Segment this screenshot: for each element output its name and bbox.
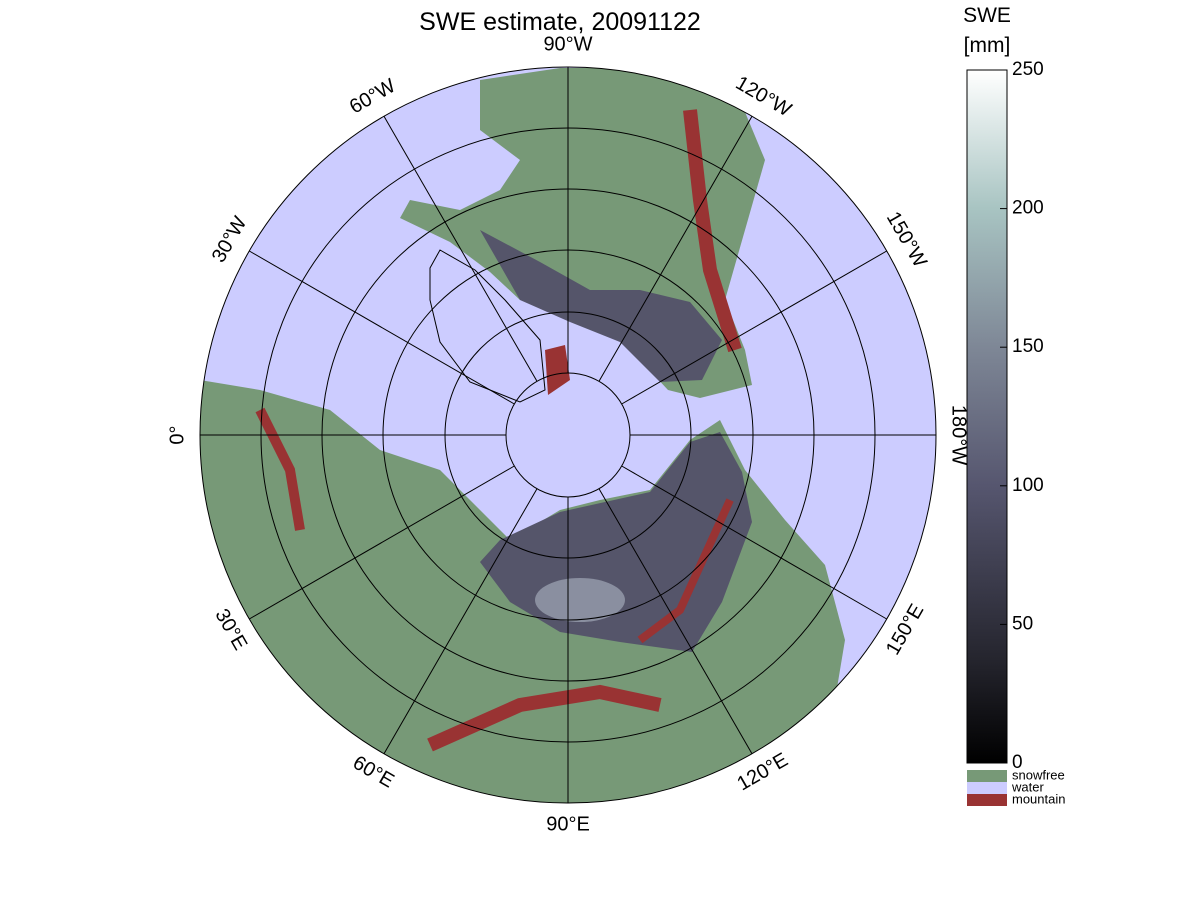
- legend-swatch: [967, 770, 1007, 782]
- meridian-label: 90°E: [546, 813, 590, 835]
- colorbar-tick-label: 100: [1012, 475, 1044, 496]
- meridian-line: [621, 465, 887, 620]
- meridian-line: [598, 488, 753, 754]
- legend-label: water: [1011, 779, 1044, 794]
- mountain-asia: [427, 684, 662, 752]
- map-disk: [200, 67, 936, 803]
- meridian-line: [598, 116, 753, 382]
- mountain-arctic: [545, 345, 570, 395]
- meridian-label: 180°W: [948, 405, 970, 465]
- map-frame: [199, 66, 937, 804]
- legend-swatch: [967, 794, 1007, 806]
- meridian-label: 90°W: [543, 33, 592, 55]
- colorbar: [966, 69, 1008, 764]
- greenland-outline: [429, 249, 546, 403]
- mountain-scandinavia: [255, 407, 305, 531]
- meridian-line: [383, 488, 538, 754]
- map-title: SWE estimate, 20091122: [419, 8, 701, 36]
- colorbar-tick-label: 250: [1012, 59, 1044, 80]
- meridian-label: 0°: [166, 425, 188, 444]
- colorbar-title: [mm]: [964, 34, 1011, 57]
- colorbar-tick-label: 150: [1012, 336, 1044, 357]
- snow-deep: [535, 578, 625, 622]
- meridians: [200, 67, 936, 803]
- colorbar-tick-label: 0: [1012, 752, 1023, 773]
- colorbar-ticks: 0 50 100 150 200 250: [1000, 59, 1044, 773]
- colorbar-tick-label: 50: [1012, 613, 1033, 634]
- snow-north-america: [480, 230, 722, 382]
- colorbar-tick-label: 200: [1012, 198, 1044, 219]
- meridian-line: [249, 465, 515, 620]
- meridian-line: [249, 250, 515, 405]
- legend-swatch: [967, 782, 1007, 794]
- colorbar-title: SWE: [963, 4, 1011, 27]
- legend-label: mountain: [1012, 791, 1065, 806]
- meridian-line: [383, 116, 538, 382]
- mountain-siberia: [637, 498, 734, 644]
- meridian-line: [621, 250, 887, 405]
- legend-label: snowfree: [1012, 767, 1065, 782]
